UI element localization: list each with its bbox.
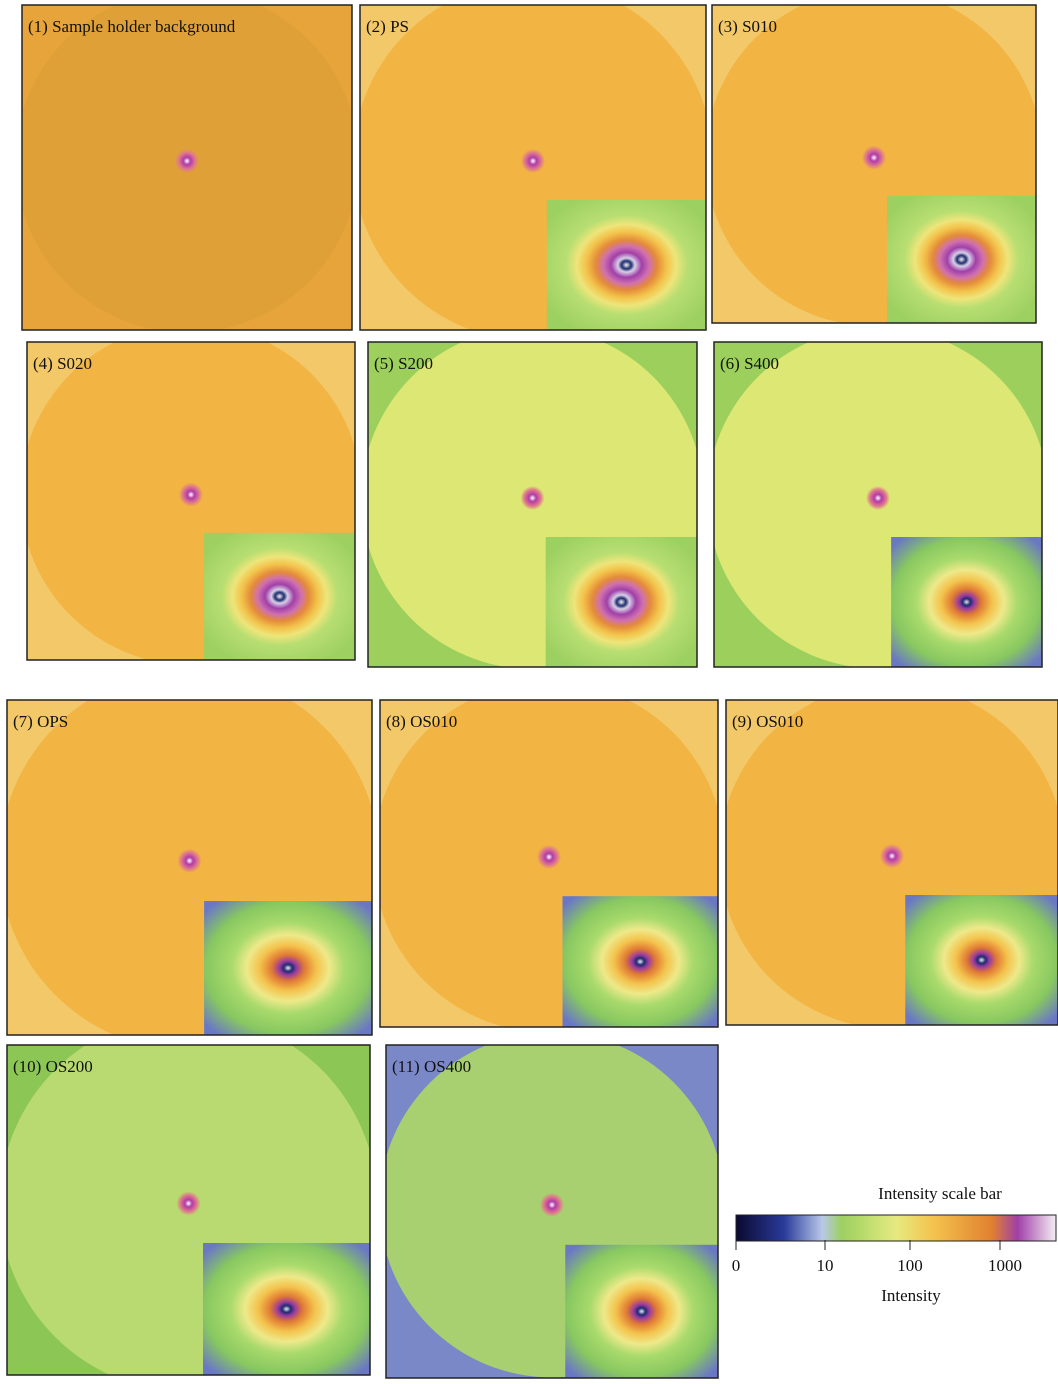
zoom-inset xyxy=(886,195,1036,323)
panel: (2) PS xyxy=(359,4,707,331)
panel-label: (3) S010 xyxy=(718,17,777,36)
panel-content xyxy=(380,700,718,1027)
panel-border xyxy=(21,4,353,331)
panel-border xyxy=(713,341,1043,668)
panel-border xyxy=(379,699,719,1028)
zoom-inset xyxy=(545,537,697,667)
scale-bar xyxy=(735,1214,1057,1242)
scale-tick-label: 100 xyxy=(897,1256,923,1275)
scatter-spot xyxy=(175,149,199,173)
scale-tick-label: 1000 xyxy=(988,1256,1022,1275)
panel: (9) OS010 xyxy=(725,699,1058,1026)
panel-border xyxy=(711,4,1037,324)
panel: (11) OS400 xyxy=(385,1044,719,1379)
panel-content xyxy=(726,700,1058,1025)
zoom-inset xyxy=(204,532,355,660)
scale-bar-axis-label: Intensity xyxy=(881,1286,941,1305)
panel-border xyxy=(385,1044,719,1379)
scatter-spot xyxy=(866,486,890,510)
panel-label: (10) OS200 xyxy=(13,1057,93,1076)
panel-border xyxy=(359,4,707,331)
panel-content xyxy=(360,5,706,330)
scatter-spot xyxy=(176,1191,201,1216)
panel-content xyxy=(368,342,697,667)
zoom-inset xyxy=(565,1244,718,1378)
panel-border xyxy=(6,699,373,1036)
scatter-spot xyxy=(520,486,545,510)
panel-label: (2) PS xyxy=(366,17,409,36)
zoom-inset xyxy=(905,895,1058,1025)
panel-content xyxy=(714,342,1042,667)
panel-border xyxy=(725,699,1058,1026)
panel-content xyxy=(7,1045,370,1375)
panel-content xyxy=(712,5,1036,323)
scale-tick-label: 10 xyxy=(817,1256,834,1275)
zoom-inset xyxy=(546,200,706,330)
zoom-inset xyxy=(204,901,372,1035)
panel-border xyxy=(367,341,698,668)
panel-label: (6) S400 xyxy=(720,354,779,373)
scatter-spot xyxy=(880,844,904,868)
panel-content xyxy=(22,5,352,330)
scatter-spot xyxy=(179,482,203,507)
panel-label: (1) Sample holder background xyxy=(28,17,236,36)
scatter-spot xyxy=(862,145,886,170)
panel: (5) S200 xyxy=(367,341,698,668)
scatter-spot xyxy=(540,1192,564,1217)
panel: (1) Sample holder background xyxy=(21,4,353,331)
scatter-spot xyxy=(521,149,545,173)
panel-label: (7) OPS xyxy=(13,712,68,731)
zoom-inset xyxy=(562,896,718,1027)
panel: (3) S010 xyxy=(711,4,1037,324)
panel-label: (4) S020 xyxy=(33,354,92,373)
panel: (7) OPS xyxy=(6,699,373,1036)
scale-bar-title: Intensity scale bar xyxy=(878,1184,1002,1203)
panel-content xyxy=(27,342,355,660)
panel-border xyxy=(26,341,356,661)
scale-tick-label: 0 xyxy=(732,1256,741,1275)
panel-content xyxy=(386,1045,718,1378)
panel: (4) S020 xyxy=(26,341,356,661)
panel-label: (9) OS010 xyxy=(732,712,803,731)
scatter-spot xyxy=(177,848,202,873)
panel-border xyxy=(6,1044,371,1376)
panel-content xyxy=(7,700,372,1035)
panel-label: (11) OS400 xyxy=(392,1057,471,1076)
panel: (10) OS200 xyxy=(6,1044,371,1376)
scatter-spot xyxy=(537,844,561,869)
zoom-inset xyxy=(891,537,1042,667)
panel-label: (8) OS010 xyxy=(386,712,457,731)
panel: (6) S400 xyxy=(713,341,1043,668)
zoom-inset xyxy=(203,1243,370,1375)
panel-label: (5) S200 xyxy=(374,354,433,373)
panel: (8) OS010 xyxy=(379,699,719,1028)
